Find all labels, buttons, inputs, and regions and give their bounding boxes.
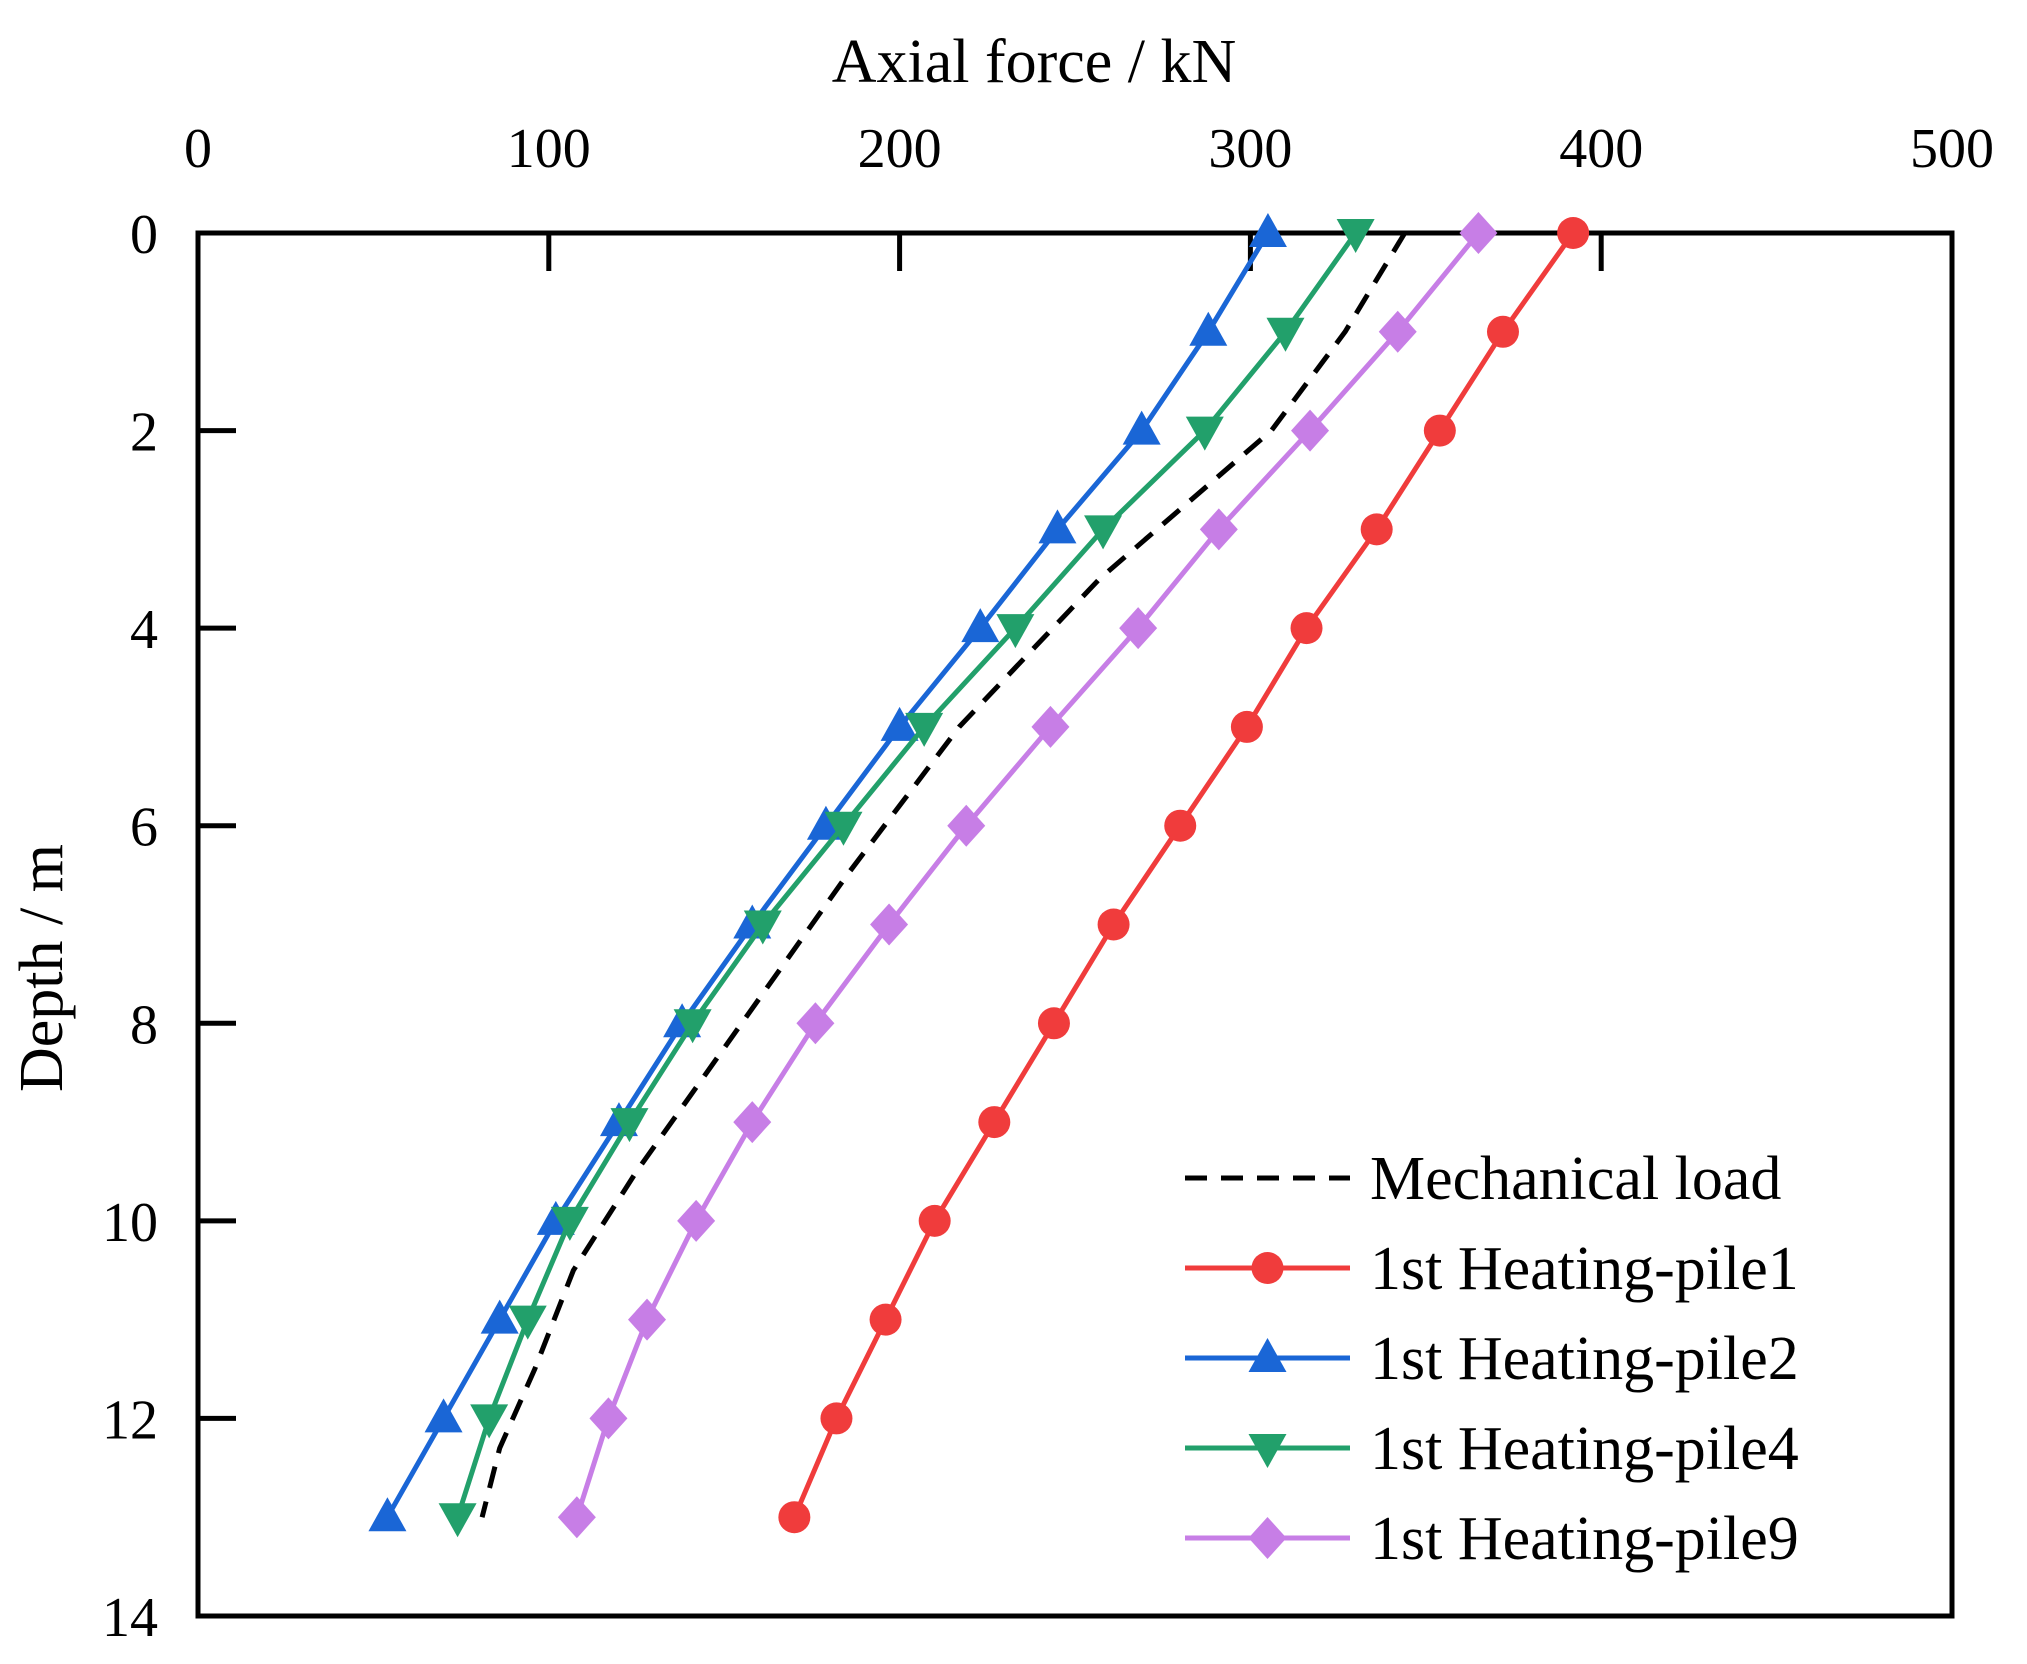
plot-frame	[195, 230, 1955, 1619]
legend: Mechanical load 1st Heating-pile1 1st Heat…	[1185, 1145, 1799, 1573]
y-axis-title: Depth / m	[8, 844, 76, 1092]
y-tick-label: 10	[102, 1192, 158, 1254]
data-point-1st-heating-pile9	[677, 1199, 716, 1242]
data-point-1st-heating-pile9	[733, 1101, 772, 1144]
data-point-1st-heating-pile2	[1189, 311, 1228, 346]
legend-marker-1st-heating-pile9	[1248, 1517, 1287, 1559]
legend-label-1st-heating-pile2: 1st Heating-pile2	[1370, 1325, 1799, 1393]
data-point-1st-heating-pile1	[1423, 414, 1456, 447]
legend-label-1st-heating-pile4: 1st Heating-pile4	[1370, 1415, 1799, 1483]
data-point-1st-heating-pile1	[1037, 1007, 1070, 1040]
data-point-1st-heating-pile4	[550, 1206, 589, 1241]
data-point-1st-heating-pile1	[1360, 513, 1393, 546]
data-point-1st-heating-pile9	[589, 1397, 628, 1440]
data-point-1st-heating-pile9	[947, 804, 986, 847]
legend-marker-1st-heating-pile2	[1248, 1338, 1287, 1372]
y-tick-label: 14	[102, 1587, 158, 1649]
y-tick-label: 8	[130, 994, 158, 1056]
data-point-1st-heating-pile4	[905, 712, 944, 747]
legend-label-mechanical-load: Mechanical load	[1370, 1145, 1781, 1213]
data-point-1st-heating-pile4	[673, 1009, 712, 1044]
data-point-1st-heating-pile4	[438, 1503, 477, 1538]
data-point-1st-heating-pile9	[1378, 310, 1417, 353]
data-point-1st-heating-pile4	[1185, 416, 1224, 451]
data-point-1st-heating-pile9	[1031, 705, 1070, 748]
series-line-1st-heating-pile2	[385, 231, 1271, 1519]
data-point-1st-heating-pile4	[1336, 219, 1375, 253]
data-point-1st-heating-pile1	[1486, 315, 1519, 348]
y-tick-label: 2	[130, 402, 158, 464]
data-point-1st-heating-pile4	[470, 1404, 509, 1439]
y-tick-label: 12	[102, 1389, 158, 1451]
data-point-1st-heating-pile9	[1199, 508, 1238, 551]
data-point-1st-heating-pile9	[1119, 607, 1158, 650]
data-point-1st-heating-pile1	[1164, 809, 1197, 842]
data-point-1st-heating-pile2	[1248, 213, 1287, 247]
data-point-1st-heating-pile4	[1266, 317, 1305, 352]
x-tick-label: 400	[1559, 118, 1643, 180]
x-axis-title: Axial force / kN	[832, 28, 1237, 96]
data-point-1st-heating-pile2	[424, 1398, 463, 1433]
data-point-1st-heating-pile2	[961, 608, 1000, 643]
legend-label-1st-heating-pile9: 1st Heating-pile9	[1370, 1505, 1799, 1573]
data-point-1st-heating-pile9	[1459, 212, 1498, 254]
series-line-1st-heating-pile9	[574, 231, 1481, 1518]
data-point-1st-heating-pile1	[978, 1106, 1011, 1139]
data-point-1st-heating-pile2	[880, 706, 919, 741]
data-point-1st-heating-pile9	[628, 1298, 667, 1341]
data-point-1st-heating-pile9	[557, 1496, 596, 1539]
data-point-1st-heating-pile1	[1557, 217, 1590, 249]
legend-marker-1st-heating-pile4	[1248, 1434, 1287, 1468]
legend-marker-1st-heating-pile1	[1251, 1252, 1284, 1284]
data-point-1st-heating-pile9	[870, 903, 909, 946]
data-point-1st-heating-pile4	[610, 1108, 649, 1143]
data-point-1st-heating-pile9	[796, 1002, 835, 1045]
data-point-1st-heating-pile1	[1290, 612, 1323, 645]
data-point-1st-heating-pile4	[1084, 515, 1123, 550]
data-point-1st-heating-pile4	[996, 614, 1035, 649]
data-point-1st-heating-pile2	[1122, 410, 1161, 445]
data-point-1st-heating-pile1	[1097, 908, 1130, 941]
y-tick-label: 0	[130, 204, 158, 266]
x-tick-label: 500	[1910, 118, 1994, 180]
data-point-1st-heating-pile4	[743, 910, 782, 945]
y-tick-label: 6	[130, 797, 158, 859]
legend-label-1st-heating-pile1: 1st Heating-pile1	[1370, 1235, 1799, 1303]
data-point-1st-heating-pile1	[869, 1303, 902, 1336]
data-point-1st-heating-pile9	[1291, 409, 1330, 452]
x-tick-label: 200	[858, 118, 942, 180]
series-line-1st-heating-pile4	[455, 231, 1358, 1518]
series-line-1st-heating-pile1	[792, 231, 1576, 1519]
data-point-1st-heating-pile4	[508, 1305, 547, 1340]
y-tick-label: 4	[130, 599, 158, 661]
data-point-1st-heating-pile1	[918, 1204, 951, 1237]
x-tick-label: 300	[1208, 118, 1292, 180]
data-point-1st-heating-pile2	[480, 1299, 519, 1334]
data-point-1st-heating-pile4	[824, 811, 863, 846]
data-point-1st-heating-pile1	[820, 1402, 853, 1435]
data-point-1st-heating-pile2	[1038, 509, 1077, 544]
data-point-1st-heating-pile2	[368, 1497, 407, 1532]
data-point-1st-heating-pile1	[778, 1501, 811, 1534]
series-line-mechanical-load	[479, 231, 1407, 1518]
x-tick-label: 100	[507, 118, 591, 180]
data-point-1st-heating-pile1	[1230, 710, 1263, 743]
x-tick-label: 0	[184, 118, 212, 180]
plot-area: 0 100 200 300 400 500 0 2 4 6 8 10 12 14	[102, 118, 1994, 1649]
